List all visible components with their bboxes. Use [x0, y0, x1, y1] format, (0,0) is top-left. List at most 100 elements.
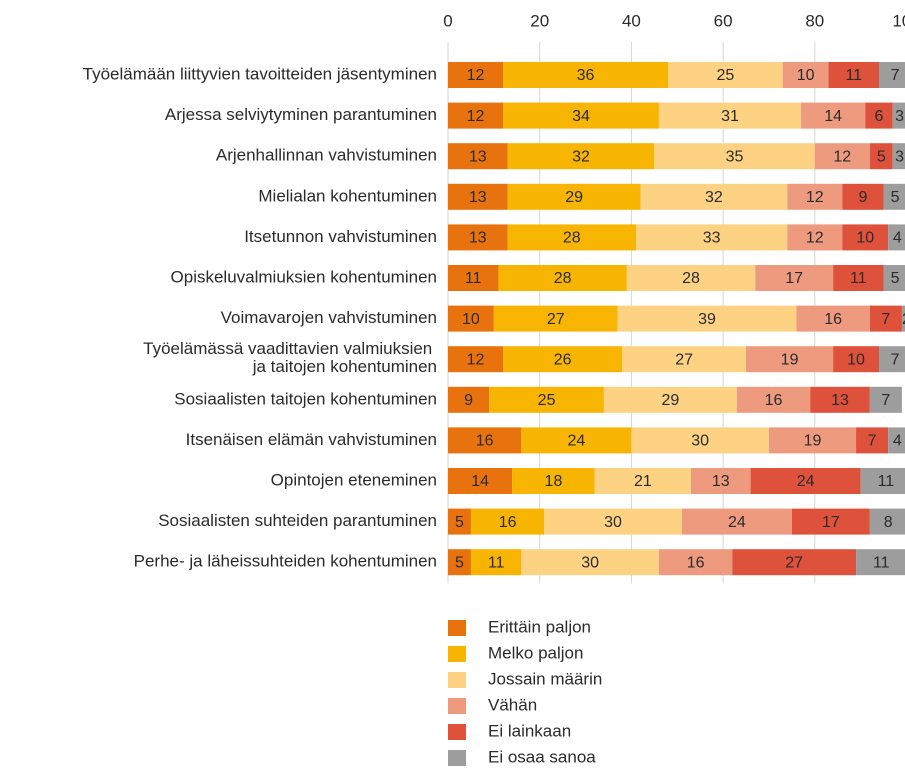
bar-segment [521, 427, 632, 454]
value-label: 25 [716, 67, 734, 84]
bar-segment [617, 305, 797, 332]
value-label: 27 [785, 554, 803, 571]
bar-segment [448, 102, 504, 129]
category-label: Arjenhallinnan vahvistuminen [216, 146, 437, 165]
bar-segment [782, 62, 829, 88]
bar-segment [544, 508, 682, 535]
bar-segment [448, 549, 471, 576]
bar-segment [892, 143, 905, 170]
bar-segment [448, 265, 499, 291]
bar-segment [489, 386, 604, 413]
value-label: 12 [467, 108, 485, 125]
bar-segment [448, 62, 504, 88]
legend-swatch [448, 698, 466, 714]
category-label: Sosiaalisten suhteiden parantuminen [158, 511, 437, 530]
bar-segment [901, 305, 905, 332]
category-label: Arjessa selviytyminen parantuminen [165, 105, 437, 124]
bar-segment [594, 468, 692, 494]
bar-segment [732, 549, 857, 576]
value-label: 17 [822, 514, 840, 531]
bar-segment [869, 508, 905, 535]
value-label: 30 [604, 514, 622, 531]
value-label: 14 [824, 108, 842, 125]
bar-segment [493, 305, 618, 332]
value-label: 5 [455, 514, 464, 531]
value-label: 24 [567, 433, 585, 450]
value-label: 5 [455, 554, 464, 571]
value-label: 36 [577, 67, 595, 84]
value-label: 9 [858, 189, 867, 206]
bar-segment [681, 508, 792, 535]
value-label: 10 [797, 67, 815, 84]
bar-segment [658, 549, 733, 576]
legend-label: Erittäin paljon [488, 617, 591, 636]
value-label: 11 [845, 67, 862, 84]
x-tick-label: 0 [443, 11, 452, 30]
value-label: 32 [705, 189, 723, 206]
bar-segment [888, 427, 905, 454]
bar-segment [856, 549, 905, 576]
bar-segment [507, 143, 655, 170]
value-label: 6 [875, 108, 884, 125]
x-tick-label: 100 [892, 11, 905, 30]
bar-segment [448, 468, 513, 494]
value-label: 31 [721, 108, 739, 125]
bar-segment [448, 427, 522, 454]
bar-segment [736, 386, 811, 413]
value-label: 5 [877, 148, 886, 165]
bar-segment [787, 224, 843, 251]
value-label: 28 [682, 270, 700, 287]
bar-segment [833, 265, 884, 291]
value-label: 10 [847, 351, 865, 368]
bar-segment [448, 224, 508, 251]
category-label: Mielialan kohentuminen [258, 186, 437, 205]
value-label: 18 [545, 473, 563, 490]
value-label: 28 [554, 270, 572, 287]
x-tick-label: 60 [714, 11, 733, 30]
bar-segment [810, 386, 870, 413]
value-label: 13 [469, 148, 487, 165]
legend-label: Ei osaa sanoa [488, 747, 596, 766]
value-label: 7 [881, 392, 890, 409]
bar-segment [860, 468, 905, 494]
bar-segment [833, 346, 879, 373]
value-label: 7 [891, 67, 900, 84]
value-label: 13 [831, 392, 849, 409]
bar-segment [640, 183, 788, 210]
value-label: 30 [581, 554, 599, 571]
value-label: 24 [728, 514, 746, 531]
value-label: 4 [893, 230, 902, 247]
value-label: 34 [572, 108, 590, 125]
value-label: 12 [806, 230, 824, 247]
bar-segment [448, 508, 471, 535]
value-label: 16 [687, 554, 705, 571]
bar-segment [801, 102, 866, 129]
bar-segment [791, 508, 870, 535]
value-label: 12 [806, 189, 824, 206]
value-label: 26 [554, 351, 572, 368]
bar-segment [512, 468, 595, 494]
bar-segment [448, 386, 490, 413]
value-label: 33 [703, 230, 721, 247]
value-label: 12 [467, 67, 485, 84]
value-label: 7 [891, 351, 900, 368]
value-label: 19 [804, 433, 822, 450]
value-label: 12 [467, 351, 485, 368]
value-label: 16 [824, 311, 842, 328]
bar-segment [626, 265, 756, 291]
bar-segment [892, 102, 905, 129]
bar-segment [869, 305, 902, 332]
value-label: 32 [572, 148, 590, 165]
bar-segment [750, 468, 861, 494]
bar-segment [498, 265, 627, 291]
bar-segment [668, 62, 783, 88]
category-label: Sosiaalisten taitojen kohentuminen [174, 389, 437, 408]
legend-swatch [448, 724, 466, 740]
category-label: Opintojen eteneminen [271, 470, 437, 489]
value-label: 30 [691, 433, 709, 450]
bar-segment [814, 143, 870, 170]
x-tick-label: 80 [805, 11, 824, 30]
legend-swatch [448, 620, 466, 636]
